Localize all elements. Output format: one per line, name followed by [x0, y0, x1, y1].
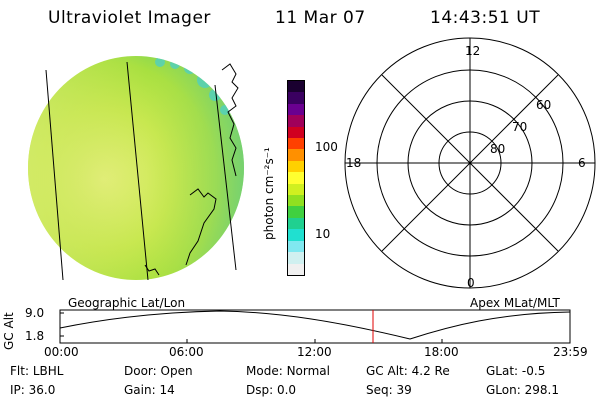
colorbar-segment: [288, 217, 304, 230]
x-tick-0600: 06:00: [169, 345, 204, 359]
colorbar-tick-10: 10: [315, 227, 331, 241]
colorbar-segment: [288, 149, 304, 161]
status-ip: IP: 36.0: [10, 383, 56, 397]
status-mode: Mode: Normal: [246, 364, 330, 378]
colorbar-segment: [288, 229, 304, 241]
colorbar-segment: [288, 126, 304, 139]
status-gc-alt: GC Alt: 4.2 Re: [366, 364, 450, 378]
x-tick-1200: 12:00: [297, 345, 332, 359]
colorbar-segment: [288, 252, 304, 264]
colorbar-unit-label: photon cm⁻²s⁻¹: [262, 147, 276, 240]
lat-label-70: 70: [512, 120, 528, 134]
status-dsp: Dsp: 0.0: [246, 383, 297, 397]
polar-grid: [344, 37, 596, 289]
colorbar-segment: [288, 240, 304, 253]
colorbar-segment: [288, 183, 304, 196]
color-bar: [287, 80, 305, 276]
colorbar-segment: [288, 172, 304, 184]
date-label: 11 Mar 07: [275, 8, 366, 28]
geographic-label: Geographic Lat/Lon: [68, 296, 186, 310]
status-gain: Gain: 14: [124, 383, 175, 397]
status-glon: GLon: 298.1: [486, 383, 559, 397]
colorbar-segment: [288, 160, 304, 173]
status-glat: GLat: -0.5: [486, 364, 546, 378]
x-tick-2359: 23:59: [553, 345, 588, 359]
y-tick-1-8: 1.8: [25, 329, 45, 343]
colorbar-segment: [288, 206, 304, 218]
colorbar-segment: [288, 81, 304, 93]
colorbar-segment: [288, 103, 304, 116]
gc-alt-axis-title: GC Alt: [2, 312, 16, 350]
colorbar-segment: [288, 138, 304, 150]
lat-label-80: 80: [490, 142, 506, 156]
status-door: Door: Open: [124, 364, 193, 378]
colorbar-segment: [288, 92, 304, 104]
x-tick-1800: 18:00: [424, 345, 459, 359]
time-label: 14:43:51 UT: [430, 8, 541, 28]
y-tick-9: 9.0: [25, 306, 45, 320]
colorbar-segment: [288, 195, 304, 207]
apex-label: Apex MLat/MLT: [470, 296, 560, 310]
status-flt: Flt: LBHL: [10, 364, 64, 378]
mlt-label-6: 6: [578, 156, 586, 170]
colorbar-segment: [288, 263, 304, 275]
instrument-title: Ultraviolet Imager: [48, 8, 211, 28]
mlt-label-12: 12: [465, 44, 481, 58]
status-seq: Seq: 39: [366, 383, 412, 397]
altitude-strip-frame: [59, 309, 571, 344]
mlt-label-18: 18: [346, 156, 362, 170]
colorbar-segment: [288, 115, 304, 127]
mlt-label-0: 0: [467, 276, 475, 290]
x-tick-0000: 00:00: [44, 345, 79, 359]
lat-label-60: 60: [536, 98, 552, 112]
colorbar-tick-100: 100: [315, 140, 338, 154]
